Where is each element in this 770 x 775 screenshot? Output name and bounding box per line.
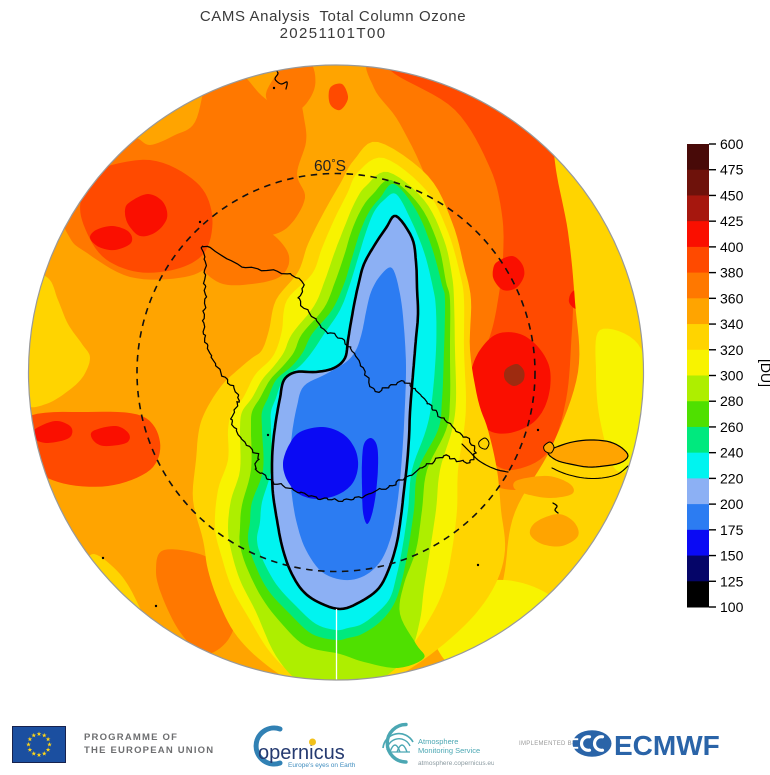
- svg-text:360: 360: [720, 290, 744, 306]
- svg-text:ECMWF: ECMWF: [614, 730, 720, 760]
- svg-text:200: 200: [720, 496, 744, 512]
- svg-text:220: 220: [720, 470, 744, 486]
- svg-text:Monitoring Service: Monitoring Service: [418, 746, 480, 755]
- svg-text:320: 320: [720, 342, 744, 358]
- svg-text:Atmosphere: Atmosphere: [418, 737, 458, 746]
- svg-text:atmosphere.copernicus.eu: atmosphere.copernicus.eu: [418, 760, 494, 767]
- svg-text:150: 150: [720, 548, 744, 564]
- svg-text:475: 475: [720, 162, 744, 178]
- svg-text:[DU]: [DU]: [758, 359, 770, 387]
- svg-text:Europe's eyes on Earth: Europe's eyes on Earth: [288, 762, 356, 769]
- svg-text:340: 340: [720, 316, 744, 332]
- svg-text:300: 300: [720, 368, 744, 384]
- svg-text:60°S: 60°S: [314, 158, 346, 175]
- svg-text:125: 125: [720, 573, 744, 589]
- svg-text:450: 450: [720, 187, 744, 203]
- svg-text:240: 240: [720, 445, 744, 461]
- svg-text:260: 260: [720, 419, 744, 435]
- svg-text:400: 400: [720, 239, 744, 255]
- svg-text:175: 175: [720, 522, 744, 538]
- svg-text:280: 280: [720, 393, 744, 409]
- svg-text:380: 380: [720, 265, 744, 281]
- svg-text:100: 100: [720, 599, 744, 615]
- svg-text:opernicus: opernicus: [258, 742, 345, 764]
- svg-text:600: 600: [720, 136, 744, 152]
- svg-text:425: 425: [720, 213, 744, 229]
